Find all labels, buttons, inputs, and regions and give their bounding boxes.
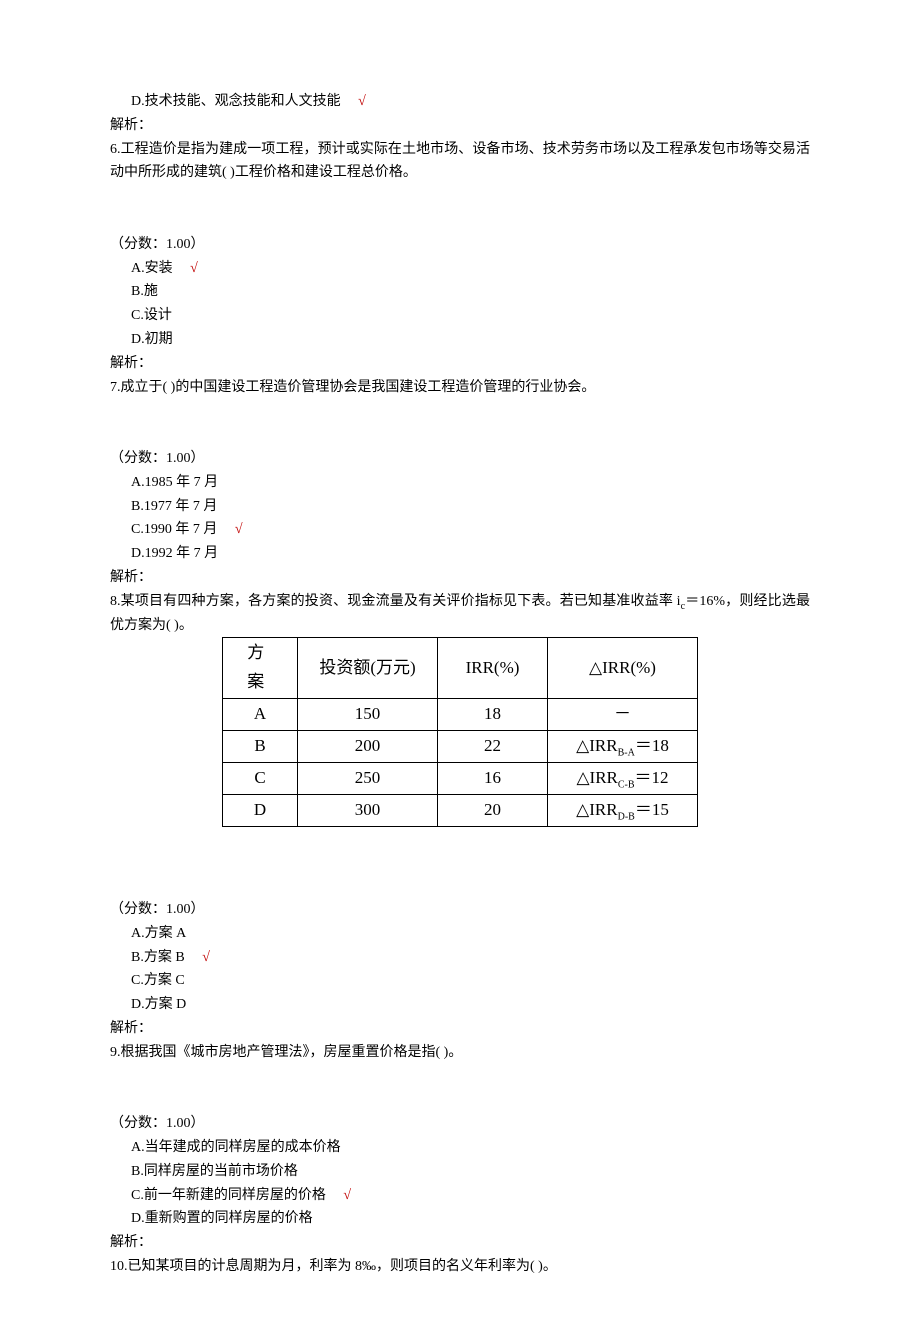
q8-table: 方 案 投资额(万元) IRR(%) △IRR(%) A 150 18 － B … (222, 637, 698, 826)
table-cell: 20 (438, 794, 548, 826)
q7-score: （分数：1.00） (110, 447, 810, 471)
table-cell: △IRRD-B＝15 (548, 794, 698, 826)
check-icon: √ (235, 522, 243, 537)
table-header: IRR(%) (438, 638, 548, 699)
q7-option-b: B.1977 年 7 月 (110, 495, 810, 519)
table-cell: 250 (298, 762, 438, 794)
q8-option-c: C.方案 C (110, 969, 810, 993)
q6-option-a: A.安装 √ (110, 257, 810, 281)
table-row: D 300 20 △IRRD-B＝15 (223, 794, 698, 826)
table-header-row: 方 案 投资额(万元) IRR(%) △IRR(%) (223, 638, 698, 699)
q7-option-c: C.1990 年 7 月 √ (110, 518, 810, 542)
table-cell: 200 (298, 731, 438, 763)
q8-text-prefix: 8.某项目有四种方案，各方案的投资、现金流量及有关评价指标见下表。若已知基准收益… (110, 594, 681, 609)
q6-text: 6.工程造价是指为建成一项工程，预计或实际在土地市场、设备市场、技术劳务市场以及… (110, 138, 810, 186)
table-cell: 22 (438, 731, 548, 763)
q5-option-d: D.技术技能、观念技能和人文技能 √ (110, 90, 810, 114)
q7-option-d: D.1992 年 7 月 (110, 542, 810, 566)
q9-text: 9.根据我国《城市房地产管理法》，房屋重置价格是指( )。 (110, 1041, 810, 1065)
q8-option-a: A.方案 A (110, 922, 810, 946)
table-cell: A (223, 699, 298, 731)
q6-option-d: D.初期 (110, 328, 810, 352)
q8-option-d: D.方案 D (110, 993, 810, 1017)
q6-option-b: B.施 (110, 280, 810, 304)
q9-option-d: D.重新购置的同样房屋的价格 (110, 1207, 810, 1231)
check-icon: √ (190, 261, 198, 276)
table-header: △IRR(%) (548, 638, 698, 699)
table-header: 方 案 (223, 638, 298, 699)
q9-analysis: 解析： (110, 1231, 810, 1255)
table-cell: 150 (298, 699, 438, 731)
table-cell: 18 (438, 699, 548, 731)
q6-score: （分数：1.00） (110, 233, 810, 257)
check-icon: √ (343, 1188, 351, 1203)
check-icon: √ (202, 950, 210, 965)
q9-optC-text: C.前一年新建的同样房屋的价格 (131, 1188, 326, 1203)
q7-text: 7.成立于( )的中国建设工程造价管理协会是我国建设工程造价管理的行业协会。 (110, 376, 810, 400)
q7-option-a: A.1985 年 7 月 (110, 471, 810, 495)
table-cell: C (223, 762, 298, 794)
q6-analysis: 解析： (110, 352, 810, 376)
table-cell: △IRRC-B＝12 (548, 762, 698, 794)
table-cell: － (548, 699, 698, 731)
table-cell: △IRRB-A＝18 (548, 731, 698, 763)
q8-score: （分数：1.00） (110, 898, 810, 922)
table-cell: 16 (438, 762, 548, 794)
q8-text: 8.某项目有四种方案，各方案的投资、现金流量及有关评价指标见下表。若已知基准收益… (110, 590, 810, 638)
table-cell: 300 (298, 794, 438, 826)
q5-analysis: 解析： (110, 114, 810, 138)
q5-optD-text: D.技术技能、观念技能和人文技能 (131, 94, 341, 109)
table-header: 投资额(万元) (298, 638, 438, 699)
q10-text: 10.已知某项目的计息周期为月，利率为 8‰，则项目的名义年利率为( )。 (110, 1255, 810, 1279)
q9-option-b: B.同样房屋的当前市场价格 (110, 1160, 810, 1184)
q9-option-a: A.当年建成的同样房屋的成本价格 (110, 1136, 810, 1160)
q6-option-c: C.设计 (110, 304, 810, 328)
table-row: C 250 16 △IRRC-B＝12 (223, 762, 698, 794)
q9-score: （分数：1.00） (110, 1112, 810, 1136)
check-icon: √ (358, 94, 366, 109)
q9-option-c: C.前一年新建的同样房屋的价格 √ (110, 1184, 810, 1208)
q7-analysis: 解析： (110, 566, 810, 590)
q6-optA-text: A.安装 (131, 261, 173, 276)
q8-optB-text: B.方案 B (131, 950, 185, 965)
q8-analysis: 解析： (110, 1017, 810, 1041)
table-cell: D (223, 794, 298, 826)
q7-optC-text: C.1990 年 7 月 (131, 522, 217, 537)
q8-option-b: B.方案 B √ (110, 946, 810, 970)
table-row: A 150 18 － (223, 699, 698, 731)
table-row: B 200 22 △IRRB-A＝18 (223, 731, 698, 763)
table-cell: B (223, 731, 298, 763)
